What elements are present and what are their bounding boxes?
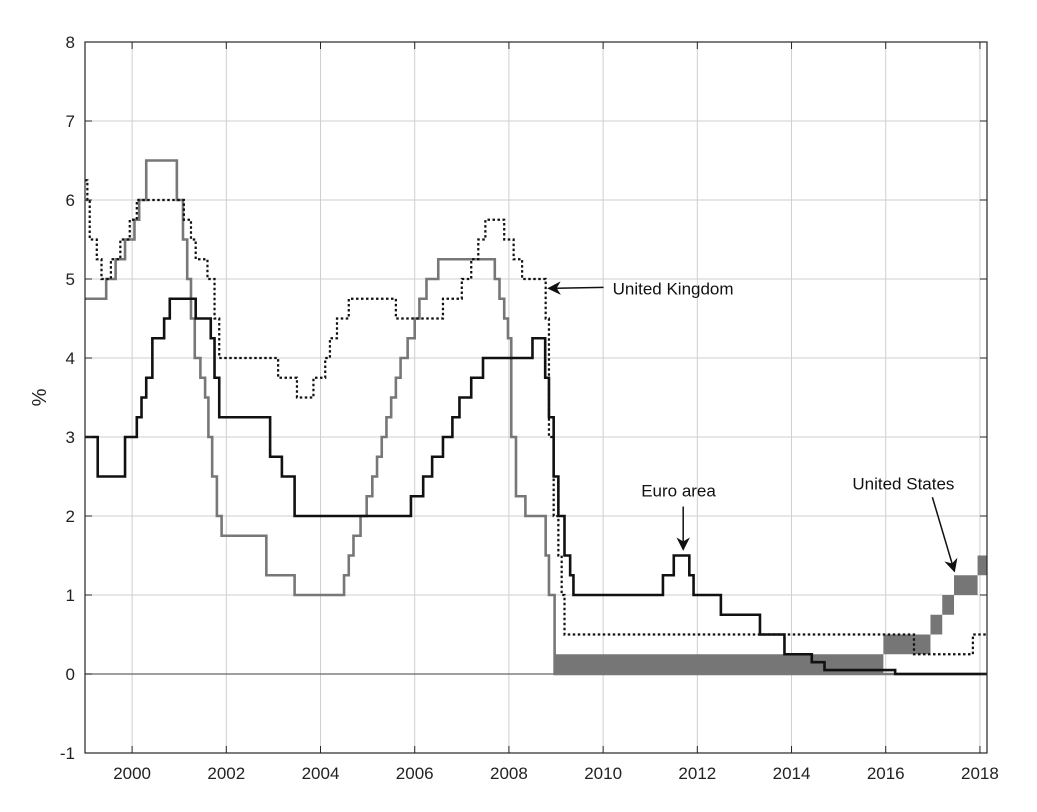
us-target-range-band [977,555,987,576]
x-tick-label: 2010 [584,764,622,783]
x-tick-label: 2012 [678,764,716,783]
us-target-range-band [554,654,884,674]
x-tick-label: 2002 [207,764,245,783]
united-states-annotation: United States [852,474,954,493]
y-tick-label: 1 [66,586,75,605]
y-tick-label: 7 [66,112,75,131]
x-tick-label: 2016 [867,764,905,783]
x-tick-label: 2008 [490,764,528,783]
x-tick-label: 2014 [773,764,811,783]
y-tick-label: 2 [66,507,75,526]
us-target-range-band [930,614,943,635]
us-target-range-bands [554,555,987,674]
y-tick-label: 3 [66,428,75,447]
x-tick-label: 2000 [113,764,151,783]
uk-series-line [85,179,987,656]
united-states-arrow [931,497,958,573]
y-tick-label: 4 [66,349,75,368]
us-target-range-band [883,634,931,655]
plot-frame [84,41,988,754]
united-kingdom-annotation: United Kingdom [613,279,734,298]
y-tick-label: 5 [66,270,75,289]
y-tick-label: 8 [66,33,75,52]
y-tick-label: 0 [66,665,75,684]
axes [84,41,988,754]
x-tick-label: 2004 [302,764,340,783]
x-tick-label: 2006 [396,764,434,783]
us-target-range-band [942,595,955,615]
y-tick-label: 6 [66,191,75,210]
us-target-range-band [954,575,978,595]
x-tick-label: 2018 [961,764,999,783]
united-kingdom-arrow [547,281,604,295]
y-tick-label: -1 [60,744,75,763]
series-lines [85,159,987,676]
euro-area-annotation: Euro area [641,482,716,501]
tick-labels: 2000 2002 2004 2006 2008 2010 2012 2014 2016 2018… [60,33,999,783]
annotations: United Kingdom Euro area United States [547,279,958,573]
euro-series-line [85,297,987,676]
y-axis-label: % [29,388,51,406]
